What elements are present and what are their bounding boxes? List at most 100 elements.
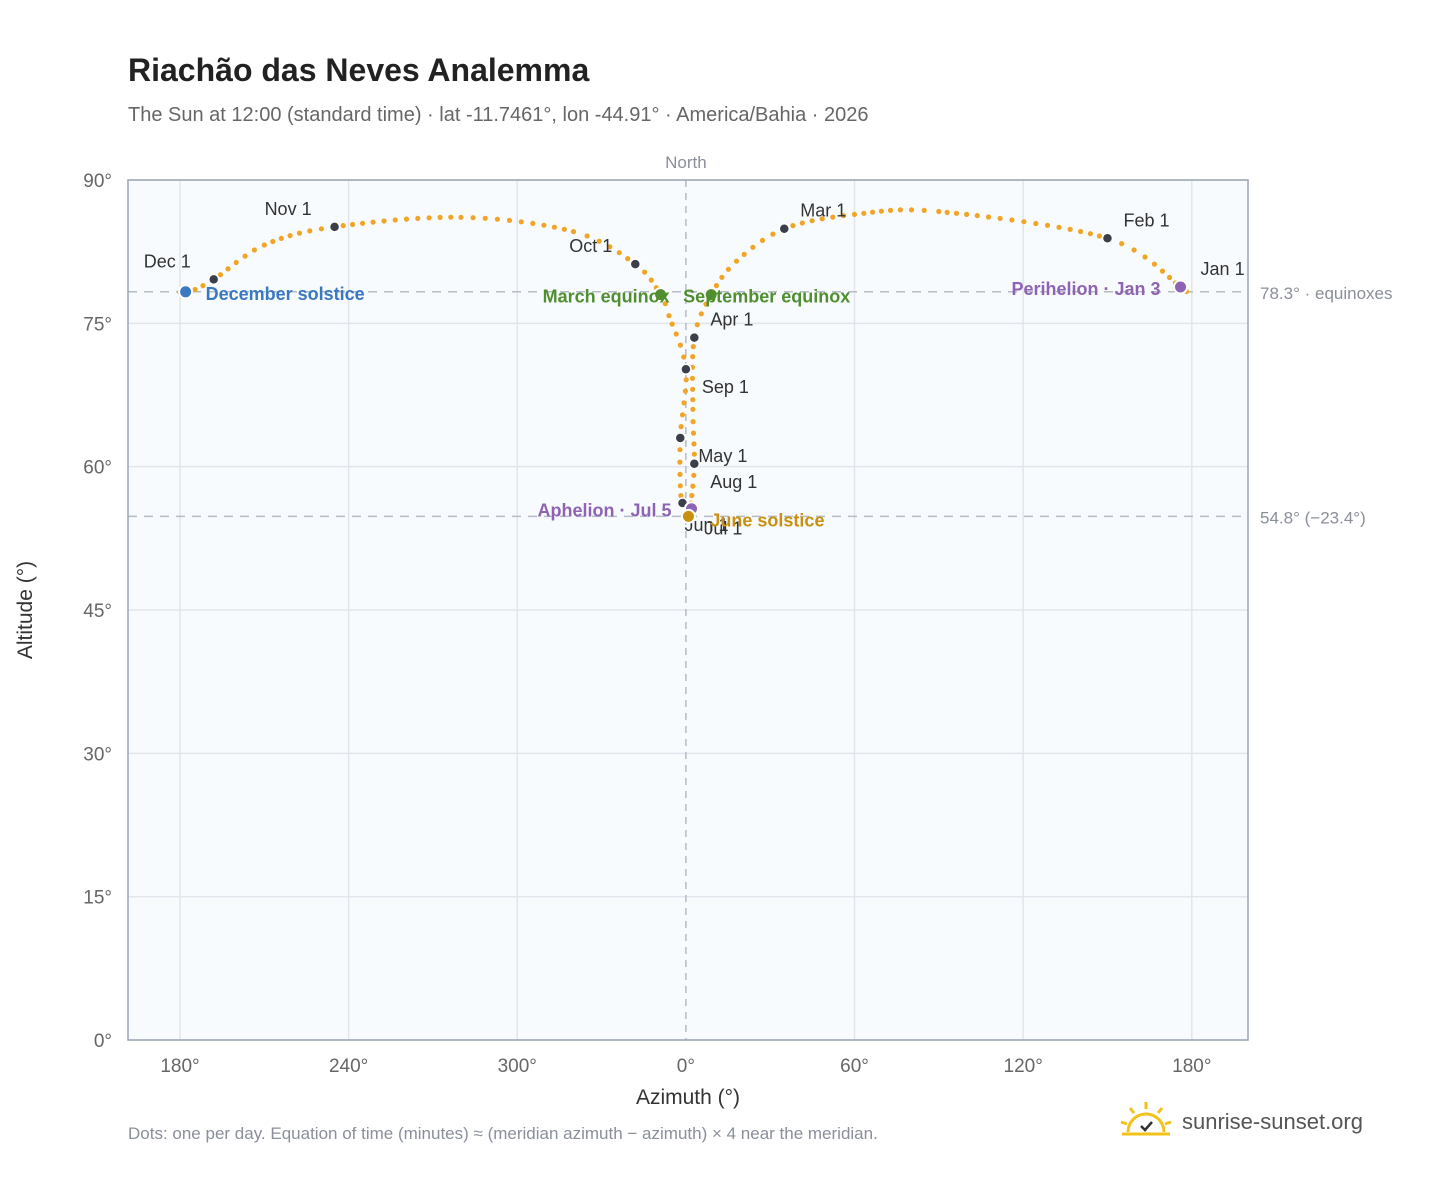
daily-sun-dot	[799, 220, 805, 226]
daily-sun-dot	[666, 313, 672, 319]
daily-sun-dot	[1021, 219, 1027, 225]
month-marker	[674, 432, 687, 444]
daily-sun-dot	[770, 231, 776, 237]
daily-sun-dot	[307, 228, 313, 234]
daily-sun-dot	[690, 397, 696, 403]
daily-sun-dot	[1096, 233, 1102, 239]
event-marker	[178, 284, 194, 300]
daily-sun-dot	[694, 322, 700, 328]
daily-sun-dot	[678, 493, 684, 499]
daily-sun-dot	[370, 219, 376, 225]
month-label: Nov 1	[265, 199, 312, 219]
month-label: Sep 1	[702, 377, 749, 397]
daily-sun-dot	[690, 386, 696, 392]
daily-sun-dot	[648, 277, 654, 283]
daily-sun-dot	[233, 259, 239, 266]
daily-sun-dot	[561, 226, 567, 232]
x-tick-label: 0°	[677, 1056, 695, 1077]
daily-sun-dot	[944, 209, 950, 215]
daily-sun-dot	[690, 406, 696, 412]
daily-sun-dot	[690, 354, 696, 360]
daily-sun-dot	[270, 238, 276, 245]
daily-sun-dot	[482, 215, 488, 221]
daily-sun-dot	[1033, 220, 1039, 227]
x-tick-label: 120°	[1004, 1056, 1043, 1077]
axis-ticks: 0° 15° 30° 45° 60° 75° 90° 180° 240° 300° 0° 60° 120…	[83, 171, 1211, 1077]
x-axis-title: Azimuth (°)	[636, 1086, 740, 1109]
daily-sun-dot	[690, 430, 697, 436]
daily-sun-dot	[261, 242, 267, 248]
y-tick-label: 90°	[83, 171, 112, 192]
y-tick-label: 0°	[94, 1031, 112, 1052]
daily-sun-dot	[437, 214, 443, 220]
daily-sun-dot	[733, 258, 740, 264]
daily-sun-dot	[669, 321, 675, 327]
daily-sun-dot	[819, 216, 825, 222]
daily-sun-dot	[530, 220, 536, 226]
daily-sun-dot	[878, 208, 885, 214]
daily-sun-dot	[607, 244, 613, 250]
month-marker	[778, 222, 791, 235]
daily-sun-dot	[318, 226, 324, 232]
daily-sun-dot	[870, 209, 876, 215]
y-tick-label: 45°	[83, 601, 112, 622]
daily-sun-dot	[689, 492, 695, 499]
daily-sun-dot	[750, 244, 756, 250]
daily-sun-dot	[350, 221, 356, 228]
daily-sun-dot	[1078, 228, 1084, 235]
y-tick-label: 75°	[83, 314, 112, 335]
daily-sun-dot	[1119, 241, 1125, 247]
month-label: Mar 1	[800, 201, 846, 221]
event-label: Perihelion · Jan 3	[1012, 279, 1161, 299]
reference-label: 78.3° · equinoxes	[1260, 284, 1393, 303]
daily-sun-dot	[851, 211, 858, 217]
daily-sun-dot	[596, 238, 602, 244]
event-marker	[680, 508, 696, 524]
x-tick-label: 300°	[498, 1056, 537, 1077]
daily-sun-dot	[677, 459, 683, 465]
daily-sun-dot	[192, 286, 198, 293]
y-tick-label: 15°	[83, 888, 112, 909]
daily-sun-dot	[287, 233, 293, 239]
daily-sun-dot	[426, 215, 432, 221]
daily-sun-dot	[494, 216, 500, 222]
daily-sun-dot	[278, 235, 284, 241]
daily-sun-dot	[1159, 268, 1166, 274]
event-label: September equinox	[683, 287, 850, 307]
daily-sun-dot	[741, 251, 747, 257]
daily-sun-dot	[392, 217, 398, 223]
brand[interactable]: sunrise-sunset.org	[1120, 1100, 1363, 1144]
event-markers: December solstice March equinox September …	[178, 279, 1189, 530]
daily-sun-dot	[518, 219, 524, 225]
daily-sun-dot	[242, 253, 248, 259]
chart-title: Riachão das Neves Analemma	[128, 52, 590, 88]
reference-label: 54.8° (−23.4°)	[1260, 508, 1366, 527]
daily-sun-dot	[1166, 274, 1173, 281]
daily-sun-dot	[360, 220, 366, 226]
x-tick-label: 180°	[1172, 1056, 1211, 1077]
month-label: Jun 1	[685, 515, 729, 535]
daily-sun-dot	[381, 218, 387, 224]
daily-sun-dot	[1044, 222, 1051, 228]
daily-sun-dot	[830, 214, 836, 220]
daily-sun-dot	[1142, 254, 1148, 260]
month-marker	[207, 273, 220, 286]
daily-sun-dot	[1131, 247, 1137, 253]
daily-sun-dot	[681, 400, 687, 406]
daily-sun-dot	[759, 237, 766, 243]
month-marker	[328, 221, 341, 233]
daily-sun-dot	[625, 256, 631, 262]
daily-sun-dot	[921, 207, 927, 213]
daily-sun-dot	[1151, 261, 1157, 267]
daily-sun-dot	[985, 214, 992, 220]
daily-sun-dot	[403, 216, 410, 222]
month-label: Apr 1	[710, 310, 753, 330]
daily-sun-dot	[897, 207, 904, 213]
daily-sun-dot	[217, 272, 224, 278]
daily-sun-dot	[698, 311, 704, 317]
month-marker	[688, 458, 701, 470]
sun-logo-icon	[1120, 1100, 1172, 1145]
y-tick-label: 60°	[83, 458, 112, 479]
daily-sun-dot	[691, 451, 697, 457]
